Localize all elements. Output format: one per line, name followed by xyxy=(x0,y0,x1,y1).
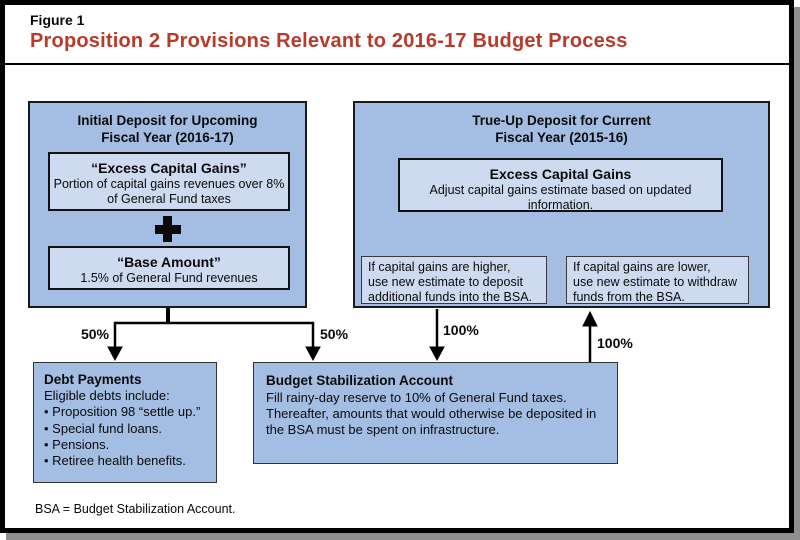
figure-title: Proposition 2 Provisions Relevant to 201… xyxy=(30,30,628,52)
fifty-percent-to-debt-label: 50% xyxy=(80,326,109,342)
base-amount-title: “Base Amount” xyxy=(117,254,221,270)
debt-payments-title: Debt Payments xyxy=(44,372,142,387)
initial-deposit-box: Initial Deposit for Upcoming Fiscal Year… xyxy=(28,101,307,308)
figure-frame: Figure 1 Proposition 2 Provisions Releva… xyxy=(0,0,794,533)
bsa-body: Fill rainy-day reserve to 10% of General… xyxy=(266,390,597,437)
true-up-excess-body: Adjust capital gains estimate based on u… xyxy=(429,183,692,212)
initial-deposit-header: Initial Deposit for Upcoming Fiscal Year… xyxy=(77,113,258,145)
debt-item: • Proposition 98 “settle up.” xyxy=(44,404,201,420)
capital-gains-lower-box: If capital gains are lower, use new esti… xyxy=(566,256,749,304)
debt-item: • Pensions. xyxy=(44,436,110,452)
excess-capital-gains-box: “Excess Capital Gains” Portion of capita… xyxy=(48,152,290,211)
debt-item: • Special fund loans. xyxy=(44,420,163,436)
base-amount-body: 1.5% of General Fund revenues xyxy=(80,271,258,285)
true-up-deposit-box: True-Up Deposit for Current Fiscal Year … xyxy=(353,101,770,308)
title-divider xyxy=(5,63,789,65)
debt-payments-subtitle: Eligible debts include: xyxy=(44,388,170,403)
deposit-arrow xyxy=(429,309,445,362)
bsa-title: Budget Stabilization Account xyxy=(266,373,453,388)
base-amount-box: “Base Amount” 1.5% of General Fund reven… xyxy=(48,246,290,290)
true-up-excess-title: Excess Capital Gains xyxy=(489,166,632,182)
debt-payments-box: Debt Payments Eligible debts include: • … xyxy=(33,362,217,483)
split-arrow-to-debt-and-bsa xyxy=(107,308,321,362)
true-up-header: True-Up Deposit for Current Fiscal Year … xyxy=(472,113,651,145)
true-up-excess-box: Excess Capital Gains Adjust capital gain… xyxy=(398,158,723,212)
hundred-percent-deposit-label: 100% xyxy=(443,322,479,338)
excess-capital-gains-title: “Excess Capital Gains” xyxy=(91,160,247,176)
withdraw-arrow xyxy=(582,310,598,362)
capital-gains-higher-box: If capital gains are higher, use new est… xyxy=(361,256,547,304)
hundred-percent-withdraw-label: 100% xyxy=(597,335,633,351)
budget-stabilization-account-box: Budget Stabilization Account Fill rainy-… xyxy=(253,362,618,464)
figure-label: Figure 1 xyxy=(30,12,85,28)
excess-capital-gains-body: Portion of capital gains revenues over 8… xyxy=(53,177,285,206)
fifty-percent-to-bsa-label: 50% xyxy=(320,326,349,342)
debt-item: • Retiree health benefits. xyxy=(44,453,186,469)
plus-icon xyxy=(154,216,181,242)
footnote: BSA = Budget Stabilization Account. xyxy=(35,502,236,516)
